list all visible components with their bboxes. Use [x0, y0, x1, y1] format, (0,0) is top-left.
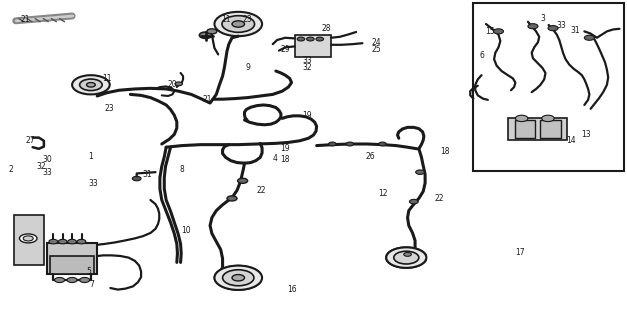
Bar [14, 215, 44, 265]
Text: 7: 7 [90, 280, 95, 289]
Circle shape [80, 79, 102, 91]
Circle shape [223, 270, 254, 286]
Text: 8: 8 [179, 165, 184, 174]
Circle shape [199, 32, 212, 38]
Text: 32: 32 [302, 63, 312, 72]
Circle shape [80, 277, 90, 283]
Circle shape [515, 115, 528, 122]
Circle shape [548, 26, 558, 31]
Text: 24: 24 [371, 38, 381, 47]
Circle shape [493, 29, 503, 34]
Bar [50, 256, 94, 274]
Bar [295, 35, 331, 57]
Text: 12: 12 [377, 189, 387, 198]
Text: 23: 23 [105, 104, 115, 113]
Bar [508, 118, 567, 140]
Circle shape [297, 37, 305, 41]
Text: 30: 30 [42, 156, 52, 164]
Circle shape [409, 199, 418, 204]
Text: 25: 25 [371, 45, 381, 54]
Circle shape [67, 277, 77, 283]
Text: 18: 18 [280, 156, 290, 164]
Circle shape [132, 176, 141, 181]
Text: 6: 6 [480, 52, 485, 60]
Text: 27: 27 [25, 136, 35, 145]
Text: 33: 33 [42, 168, 52, 177]
Text: 18: 18 [440, 148, 450, 156]
Text: 20: 20 [167, 80, 177, 89]
Text: 29: 29 [280, 45, 290, 54]
Circle shape [542, 115, 554, 122]
Circle shape [386, 247, 426, 268]
Text: 31: 31 [142, 170, 152, 179]
Bar [47, 243, 97, 274]
Circle shape [58, 239, 67, 244]
Text: 2: 2 [9, 165, 14, 174]
Circle shape [528, 24, 538, 29]
Text: 16: 16 [287, 285, 297, 294]
Circle shape [68, 239, 76, 244]
Circle shape [23, 236, 33, 241]
Circle shape [238, 178, 248, 183]
Circle shape [346, 142, 354, 146]
Circle shape [87, 83, 95, 87]
Circle shape [316, 37, 324, 41]
Circle shape [222, 16, 255, 32]
Text: 22: 22 [434, 194, 444, 203]
Text: 28: 28 [321, 24, 331, 33]
Circle shape [329, 142, 336, 146]
Circle shape [214, 266, 262, 290]
Text: 3: 3 [540, 14, 545, 23]
Circle shape [232, 21, 245, 27]
Circle shape [175, 82, 182, 86]
Text: 15: 15 [485, 27, 495, 36]
Text: 22: 22 [256, 186, 266, 195]
Text: 1: 1 [88, 152, 93, 161]
Bar [515, 120, 535, 138]
Text: 33: 33 [302, 56, 312, 65]
Text: 21: 21 [202, 95, 212, 104]
Text: 33: 33 [556, 21, 566, 30]
Circle shape [416, 170, 424, 174]
Text: 17: 17 [515, 248, 525, 257]
Circle shape [55, 277, 65, 283]
Circle shape [404, 252, 411, 256]
Bar [473, 3, 624, 171]
Text: 13: 13 [581, 130, 591, 139]
Text: 5: 5 [87, 267, 92, 276]
Text: 19: 19 [280, 144, 290, 153]
Circle shape [584, 35, 594, 40]
Circle shape [307, 37, 314, 41]
Text: 10: 10 [181, 226, 191, 235]
Bar [540, 120, 561, 138]
Text: 33: 33 [88, 180, 98, 188]
Text: 26: 26 [365, 152, 375, 161]
Text: 9: 9 [245, 63, 250, 72]
Text: 11: 11 [221, 15, 231, 24]
Circle shape [394, 251, 419, 264]
Text: 31: 31 [571, 26, 581, 35]
Circle shape [77, 239, 86, 244]
Circle shape [49, 239, 58, 244]
Circle shape [214, 12, 262, 36]
Circle shape [207, 29, 217, 34]
Circle shape [232, 275, 245, 281]
Text: 32: 32 [36, 162, 46, 171]
Text: 14: 14 [566, 136, 576, 145]
Circle shape [72, 75, 110, 94]
Text: 19: 19 [302, 111, 312, 120]
Circle shape [19, 234, 37, 243]
Text: 23: 23 [243, 15, 253, 24]
Text: 21: 21 [20, 15, 30, 24]
Text: 11: 11 [102, 74, 112, 83]
Text: 4: 4 [272, 154, 277, 163]
Circle shape [379, 142, 386, 146]
Circle shape [227, 196, 237, 201]
